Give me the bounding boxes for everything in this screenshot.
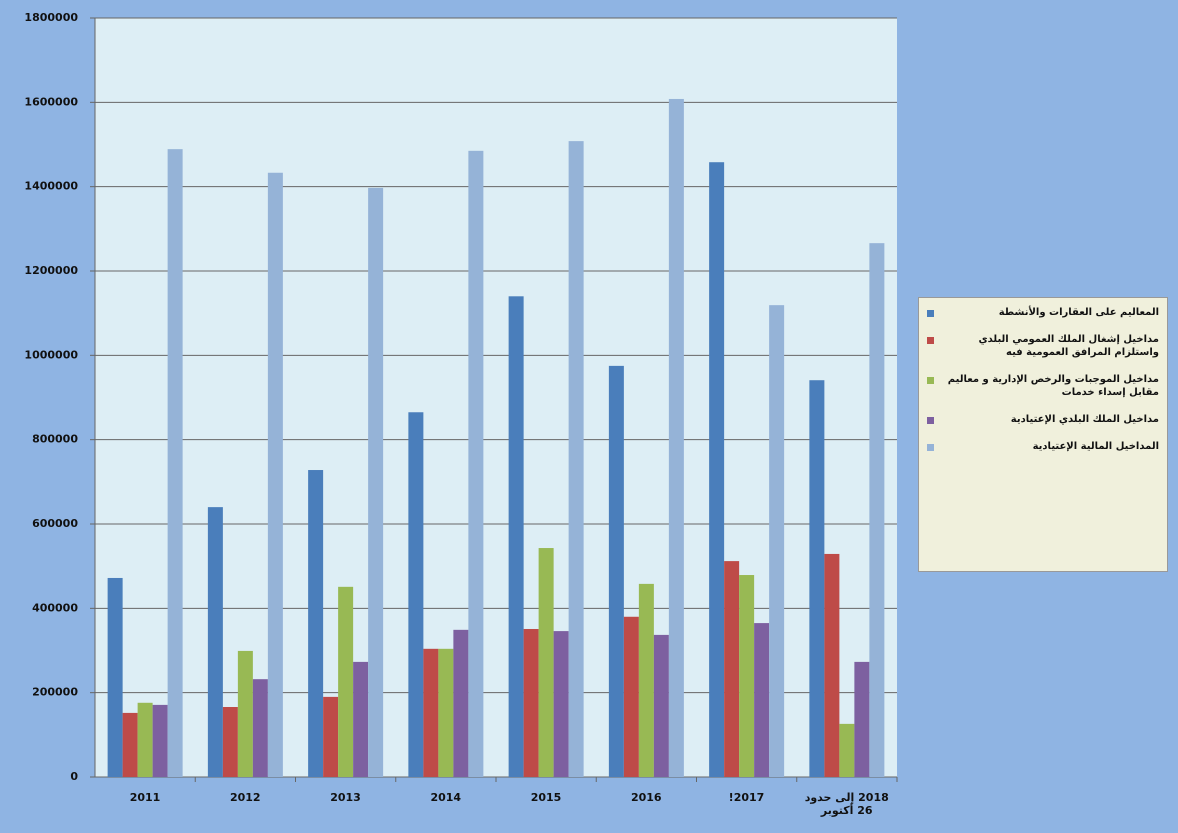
y-tick-label: 1800000 <box>24 11 78 24</box>
bar <box>809 380 825 777</box>
x-tick-label: 2018 إلى حدود 26 أكتوبر <box>804 791 889 817</box>
bar <box>854 661 870 777</box>
x-tick-label: 2016 <box>630 791 662 804</box>
legend-label: المداخيل المالية الإعتيادية <box>1032 441 1159 452</box>
bar <box>237 650 253 777</box>
bar <box>468 150 484 777</box>
y-tick-label: 1200000 <box>24 264 78 277</box>
legend: المعاليم على العقارات والأنشطة مداخيل إشغ… <box>918 297 1168 572</box>
legend-label: مداخيل الملك البلدي الإعتيادية <box>1010 414 1159 425</box>
x-tick-label: 2017! <box>728 791 765 804</box>
bar <box>222 707 238 777</box>
y-tick-label: 600000 <box>32 517 78 530</box>
bar <box>739 575 755 777</box>
x-tick-label-box: 2012 <box>229 791 261 804</box>
x-tick-label: 2014 <box>430 791 462 804</box>
y-tick-label: 800000 <box>32 433 78 446</box>
bar <box>308 470 324 777</box>
bar <box>167 149 183 778</box>
bar <box>207 507 223 777</box>
bar <box>668 98 684 777</box>
bar <box>368 187 384 778</box>
bar <box>869 243 885 778</box>
bar <box>754 623 770 777</box>
bar <box>122 712 138 777</box>
bar <box>553 631 569 777</box>
bar <box>608 365 624 777</box>
x-tick-label: 2013 <box>330 791 361 804</box>
bar <box>408 412 424 777</box>
y-tick-label: 1000000 <box>24 348 78 361</box>
bar <box>653 634 669 777</box>
bar <box>638 583 654 777</box>
bar <box>538 548 554 777</box>
bar <box>724 561 740 777</box>
legend-label: مداخيل الموجبات والرخص الإدارية و معاليم… <box>947 374 1159 398</box>
bar <box>709 162 725 777</box>
x-tick-label: 2012 <box>229 791 261 804</box>
legend-swatch <box>927 310 934 317</box>
bar <box>508 296 524 777</box>
bar <box>323 696 339 777</box>
bar <box>839 723 855 777</box>
bar <box>769 305 785 777</box>
legend-swatch <box>927 337 934 344</box>
x-tick-label-box: 2017! <box>728 791 765 804</box>
bar <box>252 679 268 777</box>
legend-label: المعاليم على العقارات والأنشطة <box>998 307 1159 318</box>
y-tick-label: 400000 <box>32 601 78 614</box>
x-tick-label-box: 2018 إلى حدود 26 أكتوبر <box>804 791 889 817</box>
x-tick-label: 2015 <box>530 791 562 804</box>
x-tick-label-box: 2013 <box>330 791 361 804</box>
bar <box>137 702 153 777</box>
x-tick-label-box: 2014 <box>430 791 462 804</box>
legend-item: المداخيل المالية الإعتيادية <box>927 440 1159 453</box>
x-tick-label-box: 2011 <box>129 791 161 804</box>
legend-item: مداخيل الموجبات والرخص الإدارية و معاليم… <box>927 373 1159 399</box>
bar <box>267 172 283 778</box>
bar <box>438 648 454 777</box>
legend-swatch <box>927 377 934 384</box>
legend-item: مداخيل الملك البلدي الإعتيادية <box>927 413 1159 426</box>
bar <box>453 629 469 777</box>
bar <box>423 648 439 777</box>
y-tick-label: 1400000 <box>24 180 78 193</box>
bar <box>568 141 584 778</box>
bar <box>623 616 639 777</box>
bar <box>353 661 369 777</box>
legend-swatch <box>927 417 934 424</box>
x-tick-label-box: 2016 <box>630 791 662 804</box>
y-tick-label: 1600000 <box>24 95 78 108</box>
legend-item: المعاليم على العقارات والأنشطة <box>927 306 1159 319</box>
legend-label: مداخيل إشغال الملك العمومي البلدي واستلز… <box>978 334 1159 358</box>
legend-item: مداخيل إشغال الملك العمومي البلدي واستلز… <box>927 333 1159 359</box>
bar <box>523 628 539 777</box>
x-tick-label-box: 2015 <box>530 791 562 804</box>
bar <box>107 577 123 777</box>
bar <box>338 586 354 777</box>
y-tick-label: 0 <box>70 770 78 783</box>
y-tick-label: 200000 <box>32 686 78 699</box>
x-tick-label: 2011 <box>129 791 161 804</box>
bar <box>152 704 168 777</box>
legend-swatch <box>927 444 934 451</box>
bar <box>824 553 840 777</box>
